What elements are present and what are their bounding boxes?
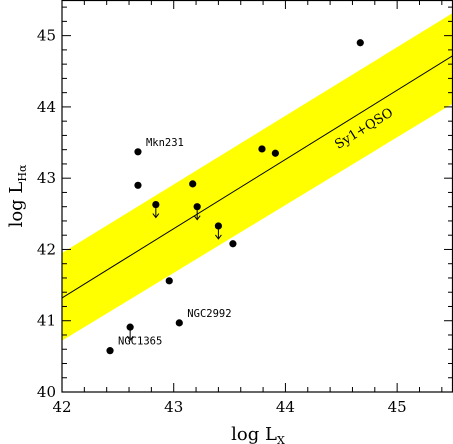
x-tick-label: 43 <box>164 398 183 416</box>
point-label-ngc1365: NGC1365 <box>118 336 162 348</box>
upper-limit-arrow-head <box>193 215 201 221</box>
x-tick-label: 44 <box>276 398 295 416</box>
y-tick-label: 42 <box>37 240 56 258</box>
data-point <box>229 240 237 248</box>
data-point <box>175 319 183 327</box>
data-point <box>193 203 201 211</box>
data-point <box>134 181 142 189</box>
point-label-ngc2992: NGC2992 <box>187 308 231 320</box>
x-tick-label: 42 <box>52 398 71 416</box>
upper-limit-arrow-head <box>126 335 134 341</box>
data-point <box>165 277 173 285</box>
y-tick-label: 41 <box>37 312 56 330</box>
upper-limit-arrow-head <box>215 234 222 240</box>
point-label-mkn231: Mkn231 <box>146 137 184 149</box>
y-tick-label: 43 <box>37 169 56 187</box>
axis-ticks-layer <box>61 0 453 393</box>
y-tick-label: 45 <box>37 27 56 45</box>
data-point <box>189 180 197 188</box>
data-point <box>126 323 134 331</box>
data-point <box>106 347 114 355</box>
upper-limit-arrow-head <box>152 213 160 219</box>
x-tick-label: 45 <box>388 398 407 416</box>
data-point <box>214 222 222 230</box>
data-points-layer <box>106 39 364 355</box>
data-point <box>258 145 266 153</box>
fit-line <box>62 55 453 299</box>
data-point <box>152 200 160 209</box>
data-point <box>271 149 279 157</box>
x-axis-title: log LX <box>231 424 285 444</box>
data-point <box>356 39 364 47</box>
y-axis-title: log LHα <box>6 164 29 227</box>
y-tick-label: 40 <box>37 383 56 401</box>
fit-line-layer <box>62 55 453 299</box>
y-tick-label: 44 <box>37 98 56 116</box>
data-point <box>134 148 142 156</box>
